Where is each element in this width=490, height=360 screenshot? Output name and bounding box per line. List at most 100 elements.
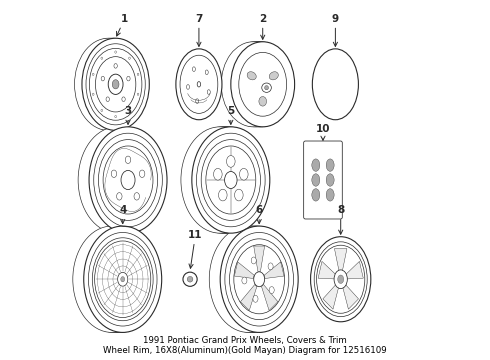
Ellipse shape [227, 42, 291, 127]
Ellipse shape [262, 83, 271, 93]
Ellipse shape [96, 57, 136, 112]
Ellipse shape [247, 72, 256, 80]
Ellipse shape [76, 38, 144, 130]
Ellipse shape [269, 287, 274, 293]
Ellipse shape [115, 116, 117, 118]
Ellipse shape [317, 56, 354, 113]
Ellipse shape [183, 272, 197, 286]
Ellipse shape [129, 57, 130, 59]
Ellipse shape [78, 38, 146, 130]
Ellipse shape [214, 168, 222, 180]
Ellipse shape [115, 51, 117, 53]
Ellipse shape [212, 226, 290, 332]
Ellipse shape [231, 42, 294, 127]
Ellipse shape [193, 67, 196, 71]
Ellipse shape [224, 171, 237, 189]
Ellipse shape [87, 127, 165, 233]
Ellipse shape [80, 38, 147, 130]
Ellipse shape [219, 189, 227, 201]
Ellipse shape [312, 49, 358, 120]
Ellipse shape [317, 245, 365, 313]
Ellipse shape [188, 127, 266, 233]
Polygon shape [264, 262, 284, 279]
Text: 8: 8 [337, 206, 344, 234]
Polygon shape [345, 261, 363, 279]
Ellipse shape [254, 272, 265, 287]
Text: 10: 10 [316, 124, 330, 140]
Ellipse shape [220, 226, 298, 332]
Ellipse shape [338, 275, 343, 283]
Ellipse shape [234, 245, 285, 314]
Ellipse shape [239, 53, 287, 116]
Ellipse shape [114, 64, 117, 68]
Text: 9: 9 [332, 14, 339, 46]
Ellipse shape [122, 97, 125, 102]
Ellipse shape [187, 85, 190, 89]
FancyBboxPatch shape [304, 141, 343, 219]
Ellipse shape [216, 226, 294, 332]
Ellipse shape [112, 80, 119, 89]
Ellipse shape [326, 159, 334, 171]
Ellipse shape [118, 272, 128, 286]
Ellipse shape [75, 226, 153, 332]
Ellipse shape [190, 127, 268, 233]
Ellipse shape [93, 93, 94, 95]
Ellipse shape [214, 226, 292, 332]
Ellipse shape [93, 73, 94, 76]
Ellipse shape [101, 76, 104, 81]
Ellipse shape [134, 193, 140, 200]
Ellipse shape [221, 42, 285, 127]
Ellipse shape [253, 295, 258, 302]
Ellipse shape [209, 226, 287, 332]
Text: 1991 Pontiac Grand Prix Wheels, Covers & Trim
Wheel Rim, 16X8(Aluminum)(Gold May: 1991 Pontiac Grand Prix Wheels, Covers &… [103, 336, 387, 355]
Polygon shape [343, 284, 359, 309]
Ellipse shape [84, 226, 162, 332]
Ellipse shape [251, 257, 256, 264]
Ellipse shape [311, 237, 371, 322]
Ellipse shape [137, 93, 139, 95]
Ellipse shape [223, 42, 287, 127]
Ellipse shape [77, 226, 155, 332]
Ellipse shape [187, 276, 193, 282]
Ellipse shape [82, 38, 149, 130]
Ellipse shape [312, 159, 320, 171]
Ellipse shape [129, 109, 130, 112]
Text: 11: 11 [188, 230, 203, 268]
Ellipse shape [192, 127, 270, 233]
Ellipse shape [226, 156, 235, 167]
Ellipse shape [259, 96, 267, 106]
Ellipse shape [127, 76, 130, 81]
Ellipse shape [196, 99, 198, 103]
Ellipse shape [206, 146, 256, 214]
Ellipse shape [207, 90, 210, 94]
Ellipse shape [205, 70, 208, 75]
Polygon shape [262, 284, 278, 310]
Ellipse shape [197, 82, 200, 87]
Ellipse shape [181, 127, 259, 233]
Ellipse shape [79, 226, 157, 332]
Ellipse shape [111, 170, 117, 177]
Ellipse shape [235, 189, 243, 201]
Ellipse shape [108, 74, 123, 94]
Text: 3: 3 [124, 106, 132, 124]
Ellipse shape [82, 127, 160, 233]
Ellipse shape [176, 49, 222, 120]
Ellipse shape [326, 189, 334, 201]
Ellipse shape [85, 127, 163, 233]
Ellipse shape [312, 189, 320, 201]
Ellipse shape [101, 57, 102, 59]
Ellipse shape [326, 174, 334, 186]
Ellipse shape [89, 127, 167, 233]
Ellipse shape [81, 226, 160, 332]
Ellipse shape [183, 127, 261, 233]
Polygon shape [335, 249, 347, 272]
Ellipse shape [180, 55, 218, 113]
Ellipse shape [103, 146, 153, 214]
Text: 6: 6 [256, 206, 263, 224]
Polygon shape [234, 262, 254, 279]
Ellipse shape [218, 226, 296, 332]
Text: 1: 1 [117, 14, 128, 36]
Ellipse shape [320, 61, 350, 107]
Ellipse shape [106, 97, 109, 102]
Polygon shape [323, 284, 339, 309]
